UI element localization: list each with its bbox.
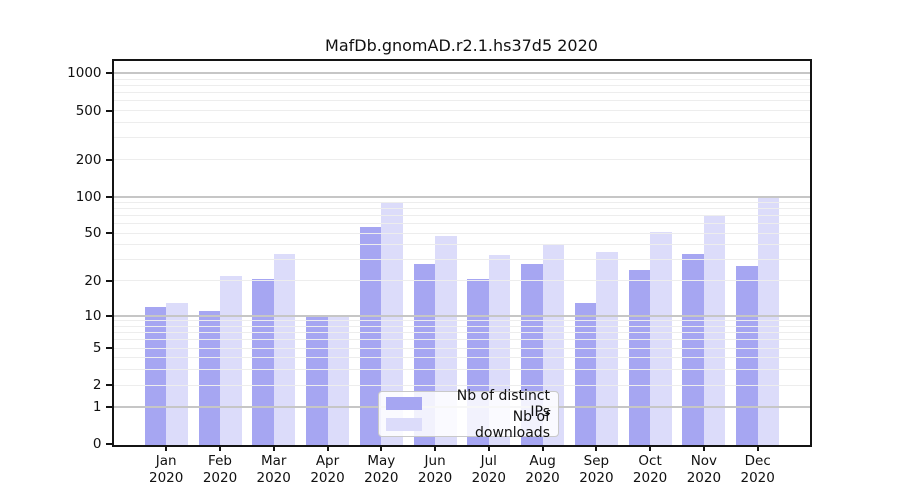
- bar-distinct-ips-jan: [144, 306, 167, 445]
- y-tick-2: [105, 384, 112, 387]
- gridline-minor-60: [113, 223, 810, 224]
- x-tick-jun: [434, 446, 437, 451]
- y-tick-label-50: 50: [84, 225, 102, 242]
- gridline-minor-30: [113, 259, 810, 261]
- y-tick-500: [105, 109, 112, 112]
- legend-swatch-distinct-ips: [386, 397, 422, 410]
- gridline-minor-4: [113, 357, 810, 359]
- gridline-major-10: [113, 314, 810, 317]
- x-tick-feb: [219, 446, 221, 451]
- y-tick-50: [105, 232, 112, 235]
- x-tick-jul: [487, 446, 490, 451]
- y-tick-100: [105, 195, 112, 198]
- bar-distinct-ips-mar: [252, 278, 274, 445]
- gridline-minor-800: [113, 84, 810, 86]
- y-tick-1: [105, 406, 112, 409]
- gridline-minor-5: [113, 347, 810, 349]
- y-tick-200: [105, 158, 112, 161]
- bar-distinct-ips-oct: [628, 269, 651, 445]
- y-tick-label-100: 100: [75, 188, 102, 205]
- y-tick-label-200: 200: [75, 151, 102, 168]
- x-tick-label-jul: Jul 2020: [471, 453, 506, 487]
- gridline-major-1000: [113, 72, 810, 75]
- x-tick-label-oct: Oct 2020: [632, 453, 668, 487]
- x-tick-oct: [649, 446, 652, 451]
- gridline-major-100: [113, 195, 810, 198]
- gridline-minor-40: [113, 244, 810, 246]
- gridline-minor-200: [113, 159, 810, 160]
- legend-item-downloads: Nb of downloads: [379, 409, 558, 441]
- bar-downloads-nov: [703, 215, 726, 445]
- y-tick-label-2: 2: [92, 377, 102, 394]
- gridline-minor-400: [113, 121, 810, 123]
- gridline-minor-3: [113, 369, 810, 371]
- y-tick-label-5: 5: [92, 340, 102, 357]
- x-tick-label-jun: Jun 2020: [417, 453, 453, 487]
- y-tick-label-10: 10: [84, 307, 102, 324]
- x-tick-may: [380, 446, 383, 451]
- x-tick-label-feb: Feb 2020: [202, 453, 238, 487]
- gridline-minor-80: [113, 207, 810, 209]
- legend-item-distinct-ips: Nb of distinct IPs: [379, 388, 558, 420]
- gridline-minor-6: [113, 339, 810, 341]
- bar-downloads-feb: [220, 276, 242, 445]
- gridline-minor-8: [113, 325, 810, 327]
- x-tick-dec: [756, 446, 759, 451]
- y-tick-label-1000: 1000: [67, 65, 102, 82]
- y-tick-10: [105, 314, 112, 317]
- y-tick-0: [105, 443, 112, 446]
- bar-downloads-oct: [650, 232, 672, 445]
- y-tick-label-500: 500: [75, 102, 102, 119]
- y-tick-label-1: 1: [92, 399, 102, 416]
- gridline-minor-7: [113, 332, 810, 334]
- gridline-minor-500: [113, 110, 810, 111]
- gridline-minor-2: [113, 384, 810, 386]
- legend-label-distinct-ips: Nb of distinct IPs: [456, 387, 550, 420]
- bar-downloads-may: [381, 202, 403, 445]
- x-tick-label-dec: Dec 2020: [740, 453, 775, 487]
- x-tick-label-mar: Mar 2020: [256, 453, 291, 487]
- legend-label-downloads: Nb of downloads: [475, 408, 550, 441]
- legend-swatch-downloads: [386, 418, 422, 431]
- x-tick-label-apr: Apr 2020: [310, 453, 345, 487]
- y-tick-20: [105, 279, 112, 282]
- gridline-minor-70: [113, 214, 810, 216]
- gridline-minor-600: [113, 100, 810, 102]
- x-tick-apr: [326, 446, 329, 451]
- bar-distinct-ips-dec: [736, 265, 758, 445]
- legend: Nb of distinct IPs Nb of downloads: [378, 388, 559, 441]
- x-tick-jan: [165, 446, 168, 451]
- gridline-minor-9: [113, 320, 810, 322]
- x-tick-label-nov: Nov 2020: [686, 453, 722, 487]
- bar-downloads-mar: [273, 253, 296, 445]
- bar-downloads-jan: [166, 302, 188, 445]
- x-tick-sep: [595, 446, 598, 451]
- bar-distinct-ips-sep: [574, 302, 597, 445]
- y-tick-label-20: 20: [84, 272, 102, 289]
- bar-distinct-ips-feb: [198, 311, 220, 445]
- x-tick-label-sep: Sep 2020: [579, 453, 614, 487]
- x-tick-label-may: May 2020: [364, 453, 399, 487]
- bar-distinct-ips-nov: [682, 253, 704, 445]
- y-tick-label-0: 0: [92, 436, 102, 453]
- x-tick-label-jan: Jan 2020: [149, 453, 184, 487]
- y-tick-1000: [105, 72, 112, 75]
- x-tick-aug: [541, 446, 544, 451]
- chart-title: MafDb.gnomAD.r2.1.hs37d5 2020: [325, 36, 598, 55]
- y-tick-5: [105, 347, 112, 350]
- x-tick-mar: [272, 446, 275, 451]
- gridline-minor-300: [113, 137, 810, 139]
- gridline-minor-50: [113, 232, 810, 234]
- gridline-minor-90: [113, 201, 810, 203]
- gridline-minor-700: [113, 91, 810, 93]
- gridline-minor-20: [113, 280, 810, 282]
- x-tick-label-aug: Aug 2020: [525, 453, 560, 487]
- x-tick-nov: [702, 446, 705, 451]
- gridline-minor-900: [113, 78, 810, 80]
